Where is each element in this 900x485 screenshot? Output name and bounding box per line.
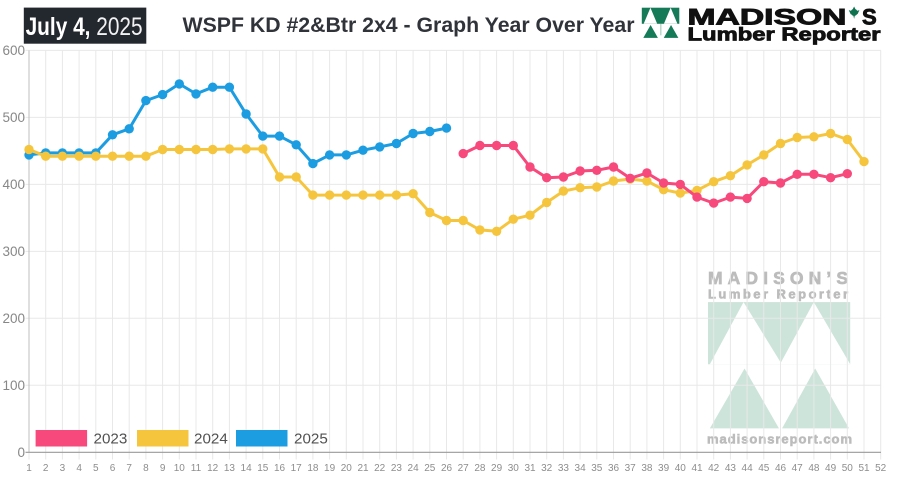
svg-text:32: 32 <box>541 463 553 474</box>
svg-text:8: 8 <box>143 463 149 474</box>
svg-text:S: S <box>862 5 877 30</box>
svg-text:13: 13 <box>224 463 236 474</box>
svg-text:Lumber Reporter: Lumber Reporter <box>688 24 881 44</box>
svg-text:40: 40 <box>675 463 687 474</box>
svg-text:0: 0 <box>17 445 25 460</box>
svg-text:24: 24 <box>408 463 420 474</box>
svg-text:48: 48 <box>808 463 820 474</box>
svg-text:200: 200 <box>2 311 25 326</box>
svg-text:43: 43 <box>725 463 737 474</box>
svg-text:45: 45 <box>758 463 770 474</box>
svg-text:3: 3 <box>60 463 66 474</box>
svg-text:26: 26 <box>441 463 453 474</box>
svg-text:36: 36 <box>608 463 620 474</box>
svg-text:5: 5 <box>93 463 99 474</box>
svg-text:35: 35 <box>591 463 603 474</box>
svg-text:47: 47 <box>792 463 804 474</box>
svg-text:19: 19 <box>324 463 336 474</box>
svg-text:52: 52 <box>875 463 887 474</box>
svg-text:21: 21 <box>357 463 369 474</box>
svg-text:6: 6 <box>110 463 116 474</box>
svg-text:12: 12 <box>207 463 219 474</box>
svg-text:16: 16 <box>274 463 286 474</box>
svg-text:July 4, 2025: July 4, 2025 <box>26 13 143 41</box>
svg-text:20: 20 <box>341 463 353 474</box>
svg-text:31: 31 <box>524 463 536 474</box>
svg-text:15: 15 <box>257 463 269 474</box>
svg-text:1: 1 <box>26 463 32 474</box>
svg-text:14: 14 <box>241 463 253 474</box>
svg-text:34: 34 <box>575 463 587 474</box>
svg-text:51: 51 <box>858 463 870 474</box>
svg-text:4: 4 <box>76 463 82 474</box>
svg-text:100: 100 <box>2 378 25 393</box>
svg-text:400: 400 <box>2 177 25 192</box>
svg-text:MADISON: MADISON <box>688 5 847 30</box>
svg-text:600: 600 <box>2 43 25 58</box>
svg-text:10: 10 <box>174 463 186 474</box>
svg-text:46: 46 <box>775 463 787 474</box>
svg-text:500: 500 <box>2 110 25 125</box>
svg-text:38: 38 <box>641 463 653 474</box>
svg-text:Lumber Reporter: Lumber Reporter <box>708 287 848 302</box>
svg-text:22: 22 <box>374 463 386 474</box>
svg-text:50: 50 <box>842 463 854 474</box>
svg-text:7: 7 <box>126 463 132 474</box>
svg-text:11: 11 <box>191 463 202 474</box>
svg-text:37: 37 <box>625 463 637 474</box>
svg-text:2023: 2023 <box>94 430 128 447</box>
svg-text:25: 25 <box>424 463 436 474</box>
svg-text:madisonsreport.com: madisonsreport.com <box>707 432 852 447</box>
svg-text:9: 9 <box>160 463 166 474</box>
svg-text:2: 2 <box>43 463 49 474</box>
svg-text:33: 33 <box>558 463 570 474</box>
svg-text:2024: 2024 <box>194 430 228 447</box>
svg-text:44: 44 <box>742 463 754 474</box>
svg-text:30: 30 <box>508 463 520 474</box>
svg-text:MADISON’S: MADISON’S <box>708 268 848 288</box>
svg-text:300: 300 <box>2 244 25 259</box>
svg-text:28: 28 <box>474 463 486 474</box>
svg-text:41: 41 <box>691 463 703 474</box>
svg-text:WSPF KD #2&Btr 2x4 - Graph Yea: WSPF KD #2&Btr 2x4 - Graph Year Over Yea… <box>183 14 635 37</box>
svg-text:17: 17 <box>291 463 303 474</box>
svg-text:42: 42 <box>708 463 720 474</box>
svg-text:49: 49 <box>825 463 837 474</box>
svg-text:23: 23 <box>391 463 403 474</box>
svg-text:39: 39 <box>658 463 670 474</box>
svg-text:18: 18 <box>307 463 319 474</box>
svg-text:2025: 2025 <box>294 430 328 447</box>
svg-text:29: 29 <box>491 463 503 474</box>
svg-text:27: 27 <box>458 463 470 474</box>
